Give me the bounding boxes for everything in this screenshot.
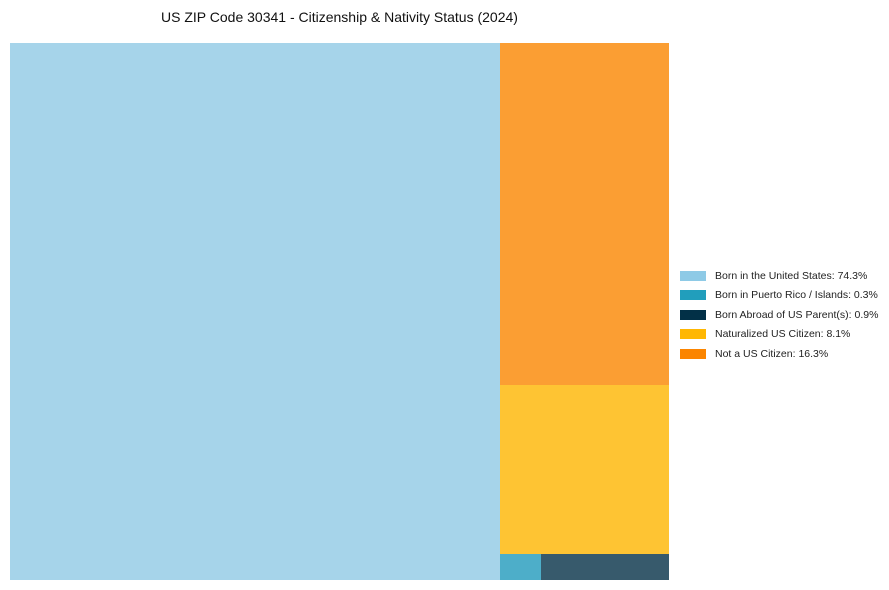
legend: Born in the United States: 74.3% Born in… — [680, 266, 878, 364]
legend-label: Born in the United States: 74.3% — [715, 269, 868, 282]
legend-label: Not a US Citizen: 16.3% — [715, 347, 829, 360]
tile-born-puerto-rico — [500, 554, 541, 580]
chart-title: US ZIP Code 30341 - Citizenship & Nativi… — [161, 9, 518, 25]
legend-swatch — [680, 329, 706, 340]
legend-label: Born in Puerto Rico / Islands: 0.3% — [715, 289, 878, 302]
legend-swatch — [680, 270, 706, 281]
legend-item: Born Abroad of US Parent(s): 0.9% — [680, 305, 878, 325]
tile-naturalized-citizen — [500, 385, 669, 554]
legend-item: Born in Puerto Rico / Islands: 0.3% — [680, 286, 878, 306]
legend-label: Naturalized US Citizen: 8.1% — [715, 328, 851, 341]
legend-swatch — [680, 309, 706, 320]
tile-not-us-citizen — [500, 43, 669, 385]
legend-label: Born Abroad of US Parent(s): 0.9% — [715, 308, 879, 321]
legend-item: Naturalized US Citizen: 8.1% — [680, 325, 878, 345]
legend-swatch — [680, 290, 706, 301]
tile-born-abroad-us-parents — [541, 554, 669, 580]
legend-item: Not a US Citizen: 16.3% — [680, 344, 878, 364]
legend-swatch — [680, 348, 706, 359]
legend-item: Born in the United States: 74.3% — [680, 266, 878, 286]
tile-born-in-us — [10, 43, 500, 580]
